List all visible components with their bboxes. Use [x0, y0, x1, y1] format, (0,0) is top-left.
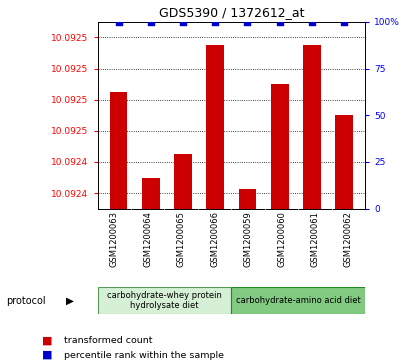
Bar [232, 287, 365, 314]
Point [212, 19, 219, 25]
Point [244, 19, 251, 25]
Text: carbohydrate-whey protein
hydrolysate diet: carbohydrate-whey protein hydrolysate di… [107, 291, 222, 310]
Text: ■: ■ [42, 350, 52, 360]
Text: GSM1200061: GSM1200061 [310, 211, 320, 267]
Point [341, 19, 347, 25]
Bar [110, 92, 127, 209]
Bar [142, 178, 160, 209]
Bar [98, 287, 232, 314]
Text: GSM1200060: GSM1200060 [277, 211, 286, 267]
Title: GDS5390 / 1372612_at: GDS5390 / 1372612_at [159, 6, 304, 19]
Text: GSM1200059: GSM1200059 [244, 211, 253, 267]
Point [147, 19, 154, 25]
Point [276, 19, 283, 25]
Bar [303, 45, 321, 209]
Text: GSM1200062: GSM1200062 [344, 211, 353, 267]
Point [309, 19, 315, 25]
Bar [239, 189, 256, 209]
Point [180, 19, 186, 25]
Text: percentile rank within the sample: percentile rank within the sample [64, 351, 225, 359]
Text: GSM1200065: GSM1200065 [177, 211, 186, 267]
Bar [174, 154, 192, 209]
Text: carbohydrate-amino acid diet: carbohydrate-amino acid diet [236, 296, 361, 305]
Text: GSM1200064: GSM1200064 [143, 211, 152, 267]
Bar [271, 84, 288, 209]
Bar [335, 115, 353, 209]
Text: ■: ■ [42, 335, 52, 346]
Text: protocol: protocol [6, 295, 46, 306]
Text: transformed count: transformed count [64, 336, 153, 345]
Point [115, 19, 122, 25]
Text: ▶: ▶ [66, 295, 73, 306]
Bar [206, 45, 224, 209]
Text: GSM1200063: GSM1200063 [110, 211, 119, 267]
Text: GSM1200066: GSM1200066 [210, 211, 219, 267]
